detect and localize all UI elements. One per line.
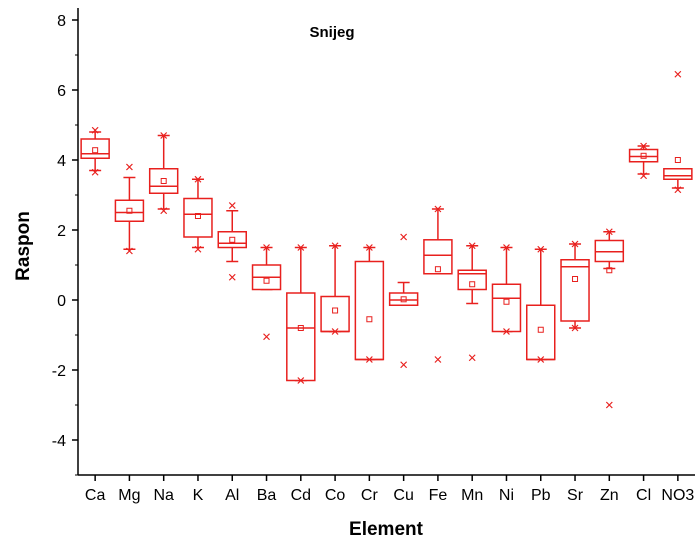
mean-marker xyxy=(434,266,441,273)
x-tick-label: Fe xyxy=(429,487,448,504)
mean-marker xyxy=(126,207,133,214)
box xyxy=(114,199,145,222)
mean-marker xyxy=(572,276,579,282)
outlier-marker xyxy=(400,233,408,241)
mean-marker xyxy=(674,157,681,163)
outlier-marker xyxy=(228,202,236,209)
outlier-marker xyxy=(537,356,545,363)
y-tick-label: 0 xyxy=(57,293,66,310)
y-tick-label: 6 xyxy=(57,83,66,100)
outlier-marker xyxy=(468,354,476,362)
x-tick-label: Cl xyxy=(636,487,651,504)
x-tick-label: Cd xyxy=(291,487,311,504)
box xyxy=(560,259,590,322)
y-axis-title: Raspon xyxy=(13,211,34,281)
x-tick-label: Ni xyxy=(499,487,514,504)
outlier-marker xyxy=(400,361,408,369)
outlier-marker xyxy=(365,356,373,363)
mean-marker xyxy=(400,296,407,303)
box xyxy=(80,138,110,159)
box xyxy=(663,168,693,180)
outlier-marker xyxy=(640,142,648,150)
box xyxy=(320,295,350,333)
box xyxy=(354,260,385,361)
y-tick-label: -4 xyxy=(52,433,66,450)
outlier-marker xyxy=(674,70,682,78)
mean-marker xyxy=(469,281,476,288)
outlier-marker xyxy=(434,356,442,363)
outlier-marker xyxy=(331,328,339,335)
outlier-marker xyxy=(434,205,442,213)
mean-marker xyxy=(366,316,373,323)
outlier-marker xyxy=(605,228,613,236)
outlier-marker xyxy=(263,333,270,341)
mean-marker xyxy=(263,277,270,284)
box xyxy=(286,292,316,382)
x-tick-label: NO3 xyxy=(661,487,694,504)
x-tick-label: Co xyxy=(325,487,346,504)
outlier-marker xyxy=(160,132,168,139)
x-tick-label: Mg xyxy=(118,487,140,504)
mean-marker xyxy=(503,298,510,305)
mean-marker xyxy=(606,267,613,274)
x-tick-label: Cu xyxy=(393,487,413,504)
x-tick-label: Pb xyxy=(531,487,551,504)
outlier-marker xyxy=(468,242,476,250)
x-tick-label: Ca xyxy=(85,487,106,504)
outlier-marker xyxy=(125,247,133,255)
outlier-marker xyxy=(571,324,579,332)
y-tick-label: 4 xyxy=(57,153,66,170)
mean-marker xyxy=(229,236,236,243)
box xyxy=(491,283,522,333)
x-tick-label: Mn xyxy=(461,487,483,504)
outlier-marker xyxy=(228,273,236,281)
outlier-marker xyxy=(503,244,510,251)
mean-marker xyxy=(194,213,201,219)
x-axis-title: Element xyxy=(349,519,424,540)
outlier-marker xyxy=(571,240,579,248)
box xyxy=(628,148,659,163)
outlier-marker xyxy=(91,126,99,134)
outlier-marker xyxy=(194,245,202,253)
chart-title: Snijeg xyxy=(309,24,354,41)
outlier-marker xyxy=(674,186,682,194)
y-tick-label: 8 xyxy=(57,13,66,30)
outlier-marker xyxy=(297,244,305,251)
outlier-marker xyxy=(263,244,270,251)
outlier-marker xyxy=(365,244,373,251)
x-tick-label: Al xyxy=(225,487,239,504)
outlier-marker xyxy=(605,401,613,409)
x-tick-label: Cr xyxy=(361,487,379,504)
box xyxy=(423,239,453,275)
outlier-marker xyxy=(503,328,510,335)
mean-marker xyxy=(640,152,647,159)
box xyxy=(148,168,179,194)
outlier-marker xyxy=(331,242,339,250)
outlier-marker xyxy=(91,168,99,176)
mean-marker xyxy=(160,178,167,184)
outlier-marker xyxy=(537,245,545,253)
outlier-marker xyxy=(160,207,168,215)
box xyxy=(217,231,247,249)
outlier-marker xyxy=(125,163,133,171)
y-tick-label: 2 xyxy=(57,223,66,240)
x-tick-label: Ba xyxy=(257,487,277,504)
box xyxy=(183,197,213,238)
mean-marker xyxy=(332,307,339,314)
outlier-marker xyxy=(297,377,305,384)
mean-marker xyxy=(92,147,99,154)
x-tick-label: Sr xyxy=(567,487,584,504)
y-tick-label: -2 xyxy=(52,363,66,380)
box xyxy=(457,269,487,291)
x-tick-label: Zn xyxy=(600,487,619,504)
outlier-marker xyxy=(640,172,648,180)
outlier-marker xyxy=(194,175,202,183)
mean-marker xyxy=(297,325,304,331)
mean-marker xyxy=(537,326,544,333)
x-tick-label: Na xyxy=(153,487,174,504)
x-tick-label: K xyxy=(193,487,204,504)
box xyxy=(388,292,419,306)
plot-area: -4 -2 0 2 4 6 8 Ca Mg Na K Al Ba Cd Co Cr Cu Fe Mn Ni Pb Sr Zn… xyxy=(52,8,695,504)
